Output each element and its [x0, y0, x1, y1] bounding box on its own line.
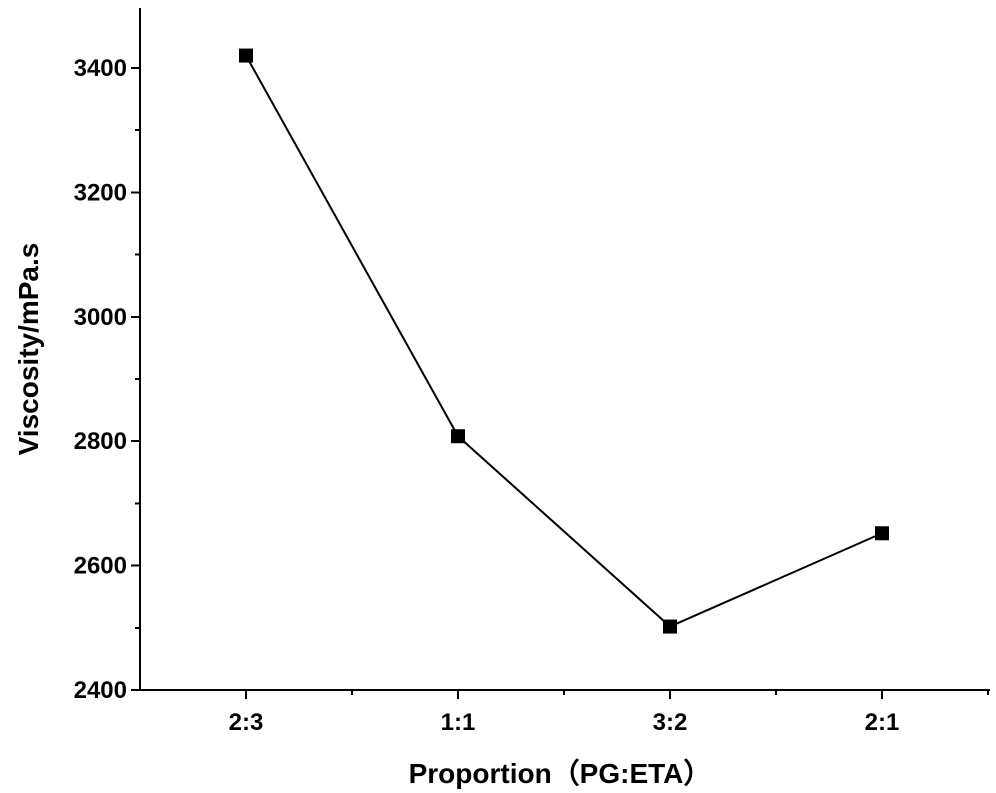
series-line	[245, 55, 883, 628]
ticks	[131, 67, 989, 699]
x-tick-label: 1:1	[441, 709, 476, 736]
data-point-marker	[451, 429, 465, 444]
series	[239, 48, 889, 634]
y-tick-label: 3000	[74, 304, 127, 331]
tick-labels: 2400 2600 2800 3000 3200 3400 2:3 1:1 3:2 2:1	[74, 55, 900, 736]
axes	[139, 8, 990, 691]
y-tick-label: 3400	[74, 55, 127, 82]
x-tick-label: 2:3	[229, 709, 264, 736]
y-axis-title: Viscosity/mPa.s	[13, 243, 44, 456]
x-tick-label: 2:1	[865, 709, 900, 736]
y-tick-label: 2600	[74, 553, 127, 580]
y-tick-label: 2400	[74, 677, 127, 704]
x-tick-label: 3:2	[653, 709, 688, 736]
x-axis-title: Proportion（PG:ETA）	[409, 757, 712, 789]
y-tick-label: 3200	[74, 179, 127, 206]
data-point-marker	[663, 619, 677, 634]
data-point-marker	[875, 526, 889, 541]
y-tick-label: 2800	[74, 428, 127, 455]
data-point-marker	[239, 48, 253, 63]
